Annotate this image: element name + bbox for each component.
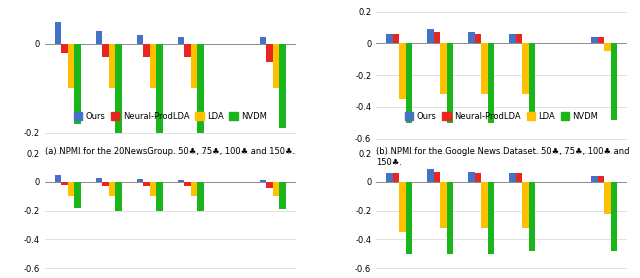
Bar [61, 44, 68, 53]
Bar [197, 182, 204, 211]
Bar [68, 182, 74, 196]
Bar [433, 172, 440, 182]
Bar [273, 182, 280, 196]
Bar [386, 34, 392, 43]
Bar [280, 44, 286, 128]
Bar [156, 182, 163, 211]
Bar [611, 43, 618, 120]
Bar [392, 173, 399, 182]
Bar [440, 182, 447, 228]
Bar [447, 182, 453, 254]
Bar [522, 43, 529, 94]
Bar [522, 182, 529, 228]
Bar [529, 43, 535, 120]
Bar [184, 182, 191, 186]
Bar [178, 37, 184, 44]
Bar [184, 44, 191, 57]
Bar [509, 34, 516, 43]
Bar [406, 182, 412, 254]
Bar [95, 178, 102, 182]
Bar [509, 173, 516, 182]
Bar [54, 22, 61, 44]
Bar [598, 176, 604, 182]
Bar [475, 34, 481, 43]
Bar [191, 44, 197, 88]
Text: (b) NPMI for the Google News Dataset. 50♣, 75♣, 100♣ and
150♣.: (b) NPMI for the Google News Dataset. 50… [376, 147, 630, 167]
Bar [102, 182, 109, 186]
Bar [604, 43, 611, 51]
Legend: Ours, Neural-ProdLDA, LDA, NVDM: Ours, Neural-ProdLDA, LDA, NVDM [70, 109, 270, 124]
Bar [399, 43, 406, 99]
Bar [156, 44, 163, 133]
Bar [137, 179, 143, 182]
Bar [143, 44, 150, 57]
Bar [74, 44, 81, 124]
Bar [109, 44, 115, 88]
Bar [137, 35, 143, 44]
Bar [266, 44, 273, 62]
Bar [61, 182, 68, 185]
Bar [178, 180, 184, 182]
Bar [197, 44, 204, 133]
Bar [260, 180, 266, 182]
Bar [95, 31, 102, 44]
Bar [440, 43, 447, 94]
Bar [481, 182, 488, 228]
Bar [143, 182, 150, 186]
Bar [115, 182, 122, 211]
Bar [191, 182, 197, 196]
Bar [604, 182, 611, 214]
Bar [406, 43, 412, 123]
Bar [468, 172, 475, 182]
Bar [386, 173, 392, 182]
Bar [516, 34, 522, 43]
Bar [591, 37, 598, 43]
Bar [74, 182, 81, 208]
Bar [598, 37, 604, 43]
Bar [427, 29, 433, 43]
Bar [399, 182, 406, 232]
Bar [611, 182, 618, 251]
Bar [54, 175, 61, 182]
Bar [150, 182, 156, 196]
Text: (a) NPMI for the 20NewsGroup. 50♣, 75♣, 100♣ and 150♣.: (a) NPMI for the 20NewsGroup. 50♣, 75♣, … [45, 147, 295, 156]
Bar [260, 37, 266, 44]
Bar [516, 173, 522, 182]
Bar [150, 44, 156, 88]
Bar [280, 182, 286, 209]
Bar [475, 173, 481, 182]
Bar [447, 43, 453, 123]
Bar [427, 169, 433, 182]
Bar [488, 43, 494, 123]
Bar [102, 44, 109, 57]
Bar [68, 44, 74, 88]
Bar [591, 176, 598, 182]
Bar [481, 43, 488, 94]
Bar [392, 34, 399, 43]
Bar [115, 44, 122, 133]
Bar [468, 32, 475, 43]
Bar [109, 182, 115, 196]
Bar [273, 44, 280, 88]
Bar [529, 182, 535, 251]
Legend: Ours, Neural-ProdLDA, LDA, NVDM: Ours, Neural-ProdLDA, LDA, NVDM [402, 109, 602, 124]
Bar [266, 182, 273, 188]
Bar [488, 182, 494, 254]
Bar [433, 32, 440, 43]
